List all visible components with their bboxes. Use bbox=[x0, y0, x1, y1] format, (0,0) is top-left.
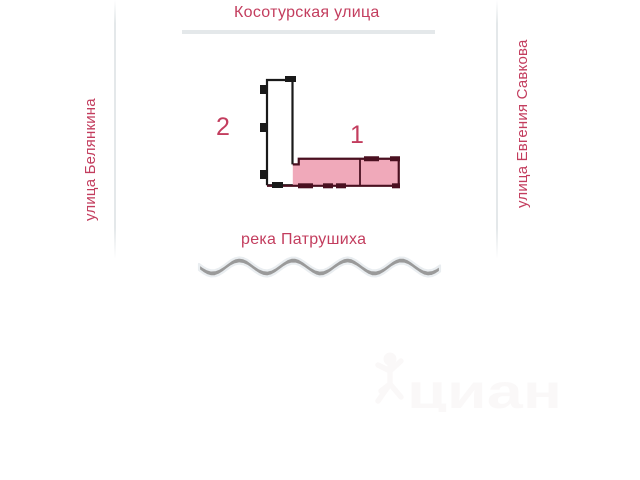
svg-text:1: 1 bbox=[350, 121, 364, 149]
svg-text:2: 2 bbox=[216, 113, 230, 141]
